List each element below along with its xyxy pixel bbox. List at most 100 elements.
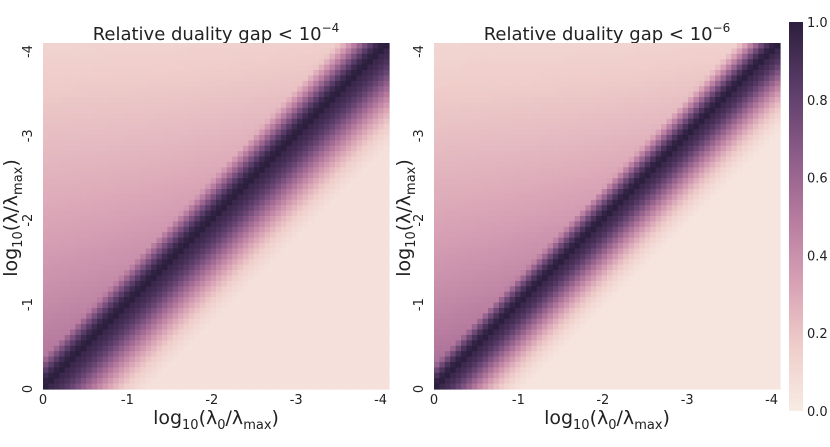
heatmap-cell [307,324,314,331]
heatmap-cell [156,378,163,385]
heatmap-cell [563,113,570,120]
heatmap-cell [525,59,532,66]
heatmap-cell [188,91,195,98]
heatmap-cell [188,232,195,239]
heatmap-cell [378,129,385,136]
heatmap-cell [167,59,174,66]
heatmap-cell [253,118,260,125]
heatmap-cell [763,86,770,93]
heatmap-cell [345,291,352,298]
heatmap-cell [97,205,104,212]
heatmap-cell [383,356,390,363]
heatmap-cell [677,80,684,87]
heatmap-cell [498,75,505,82]
heatmap-cell [221,221,228,228]
heatmap-cell [585,86,592,93]
heatmap-cell [199,107,206,114]
heatmap-cell [232,264,239,271]
heatmap-cell [378,183,385,190]
heatmap-cell [455,53,462,60]
heatmap-cell [151,351,158,358]
heatmap-cell [167,107,174,114]
heatmap-cell [183,378,190,385]
heatmap-cell [383,91,390,98]
heatmap-cell [80,367,87,374]
heatmap-cell [97,367,104,374]
heatmap-cell [275,118,282,125]
heatmap-cell [80,378,87,385]
heatmap-cell [248,102,255,109]
heatmap-cell [205,232,212,239]
heatmap-cell [253,313,260,320]
heatmap-cell [439,70,446,77]
heatmap-cell [188,140,195,147]
heatmap-cell [383,194,390,201]
heatmap-cell [237,151,244,158]
heatmap-cell [291,167,298,174]
heatmap-cell [124,70,131,77]
heatmap-cell [378,280,385,287]
heatmap-cell [264,237,271,244]
heatmap-cell [520,102,527,109]
heatmap-cell [243,102,250,109]
heatmap-cell [188,183,195,190]
heatmap-cell [259,378,266,385]
heatmap-cell [129,383,136,390]
heatmap-cell [59,259,66,266]
heatmap-cell [237,259,244,266]
heatmap-cell [80,280,87,287]
heatmap-cell [709,86,716,93]
heatmap-cell [161,161,168,168]
heatmap-cell [124,107,131,114]
heatmap-cell [509,91,516,98]
heatmap-cell [188,107,195,114]
heatmap-cell [113,107,120,114]
heatmap-cell [747,53,754,60]
heatmap-cell [194,340,201,347]
heatmap-cell [715,97,722,104]
heatmap-cell [318,237,325,244]
heatmap-cell [601,80,608,87]
heatmap-cell [280,270,287,277]
heatmap-cell [372,145,379,152]
heatmap-cell [253,291,260,298]
heatmap-cell [725,43,732,50]
heatmap-cell [243,324,250,331]
heatmap-cell [378,107,385,114]
heatmap-cell [151,59,158,66]
heatmap-cell [367,216,374,223]
heatmap-cell [113,324,120,331]
heatmap-cell [199,210,206,217]
heatmap-cell [167,48,174,55]
heatmap-cell [334,361,341,368]
heatmap-cell [628,86,635,93]
heatmap-cell [194,302,201,309]
heatmap-cell [140,167,147,174]
heatmap-cell [178,161,185,168]
heatmap-cell [172,129,179,136]
heatmap-cell [372,243,379,250]
heatmap-cell [113,297,120,304]
heatmap-cell [97,80,104,87]
heatmap-cell [264,129,271,136]
heatmap-cell [313,297,320,304]
heatmap-cell [579,107,586,114]
heatmap-cell [340,232,347,239]
heatmap-cell [243,334,250,341]
heatmap-cell [107,324,114,331]
heatmap-cell [129,264,136,271]
heatmap-cell [172,356,179,363]
heatmap-cell [43,124,50,131]
heatmap-cell [383,275,390,282]
heatmap-cell [601,59,608,66]
heatmap-cell [237,372,244,379]
heatmap-cell [237,232,244,239]
heatmap-cell [248,216,255,223]
heatmap-cell [275,340,282,347]
heatmap-cell [221,318,228,325]
heatmap-cell [140,248,147,255]
heatmap-cell [216,340,223,347]
heatmap-cell [172,280,179,287]
heatmap-cell [302,243,309,250]
heatmap-cell [172,80,179,87]
